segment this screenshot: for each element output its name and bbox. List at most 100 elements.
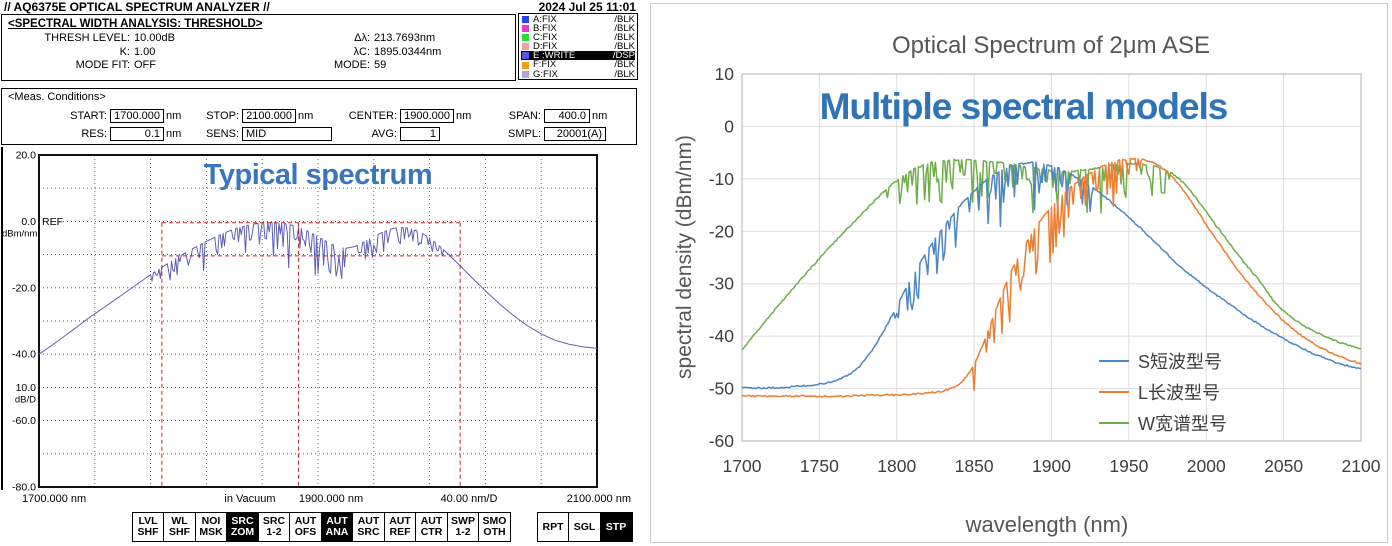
meas-field-label: SPAN: (508, 110, 541, 122)
meas-field-value[interactable]: 2100.000 (242, 109, 296, 123)
meas-field-value[interactable]: MID (242, 127, 332, 141)
trace-display-mode: /DSP (612, 50, 635, 62)
legend-line-swatch (1099, 390, 1129, 393)
osa-xaxis-label: in Vacuum (224, 493, 275, 505)
trace-color-swatch (522, 43, 529, 51)
ase-chart-plot: 10 0 -10 -20 -30 -40 -50 -60 1700 1750 1800 1850 190… (709, 64, 1381, 476)
trace-row[interactable]: G:FIX/BLK (521, 69, 635, 79)
trace-color-swatch (522, 70, 529, 78)
chart-title: Optical Spectrum of 2μm ASE (892, 32, 1210, 59)
series-1 (741, 157, 1362, 398)
osa-spectrum-plot: 20.0 0.0 -20.0 -40.0 -60.0 -80.0 REF dBm/nm 10.0… (2, 150, 631, 506)
osa-panel: // AQ6375E OPTICAL SPECTRUM ANALYZER // … (0, 0, 644, 546)
chart-ytick-label: -30 (709, 274, 735, 294)
analysis-field-label: MODE: (333, 59, 370, 71)
softkey-label-line2: ZOM (230, 526, 255, 538)
meas-conditions-box: <Meas. Conditions> START: 1700.000 nm STOP:… (1, 88, 637, 145)
softkey-src-zom[interactable]: SRC ZOM (226, 512, 259, 542)
softkey-label-line1: STP (605, 520, 627, 533)
softkey-row-sweep: RPT SGL STP (536, 512, 633, 542)
meas-field-value[interactable]: 1900.000 (400, 109, 454, 123)
typical-spectrum-annotation: Typical spectrum (203, 159, 433, 191)
trace-row[interactable]: E :WRITE/DSP (521, 50, 635, 62)
softkey-aut-src[interactable]: AUT SRC (352, 512, 385, 542)
meas-field-value[interactable]: 1 (400, 127, 440, 141)
softkey-sgl[interactable]: SGL (568, 512, 601, 542)
meas-field: CENTER: 1900.000 nm (339, 108, 471, 124)
analysis-field-label: K: (119, 45, 130, 58)
chart-annotation: Multiple spectral models (819, 86, 1229, 127)
osa-ytick-label: -20.0 (12, 282, 36, 294)
analysis-field-label: THRESH LEVEL: (44, 32, 130, 44)
trace-display-mode: /BLK (614, 23, 635, 35)
softkey-stp[interactable]: STP (599, 512, 633, 542)
chart-xtick-label: 1850 (955, 456, 994, 476)
trace-row[interactable]: C:FIX/BLK (521, 33, 635, 42)
meas-field-label: STOP: (206, 110, 239, 122)
meas-field-value[interactable]: 1700.000 (110, 109, 164, 123)
meas-field-unit: nm (456, 110, 472, 122)
softkey-row-main: LVL SHF WL SHF NOI MSK SRC ZOM SRC 1-2 AUT OFS AUT AN… (131, 512, 511, 542)
softkey-lvl-shf[interactable]: LVL SHF (131, 512, 165, 542)
osa-xaxis-label: 1900.000 nm (299, 493, 363, 505)
softkey-rpt[interactable]: RPT (536, 512, 570, 542)
osa-ytick-label: -60.0 (12, 415, 36, 427)
analysis-field-value: OFF (134, 59, 156, 71)
analysis-field-value: 1.00 (134, 45, 156, 58)
softkey-src-1-2[interactable]: SRC 1-2 (257, 512, 291, 542)
trace-color-swatch (522, 34, 529, 42)
softkey-noi-msk[interactable]: NOI MSK (194, 512, 228, 542)
softkey-aut-ana[interactable]: AUT ANA (320, 512, 354, 542)
trace-color-swatch (522, 16, 529, 24)
softkey-label-line1: SGL (573, 520, 596, 533)
meas-field: STOP: 2100.000 nm (197, 108, 313, 124)
meas-field: AVG: 1 (339, 126, 440, 142)
analysis-field-value: 1895.0344nm (374, 45, 442, 58)
trace-name: B:FIX (533, 23, 557, 35)
softkey-label-line1: SRC (262, 515, 286, 527)
trace-color-swatch (522, 61, 529, 69)
softkey-smo-oth[interactable]: SMO OTH (478, 512, 511, 542)
chart-ytick-label: 0 (724, 116, 734, 136)
softkey-aut-ref[interactable]: AUT REF (383, 512, 417, 542)
chart-plot-border (741, 73, 1362, 442)
series-0 (741, 161, 1362, 390)
softkey-label-line1: WL (171, 515, 188, 527)
meas-field-label: RES: (81, 128, 107, 140)
osa-ytick-label: -80.0 (12, 482, 36, 494)
trace-name: D:FIX (533, 41, 558, 53)
osa-plot-border (38, 154, 598, 488)
softkey-label-line2: SHF (137, 526, 159, 538)
meas-row-1: START: 1700.000 nm STOP: 2100.000 nm CENTER: 19… (2, 108, 636, 124)
softkey-aut-ofs[interactable]: AUT OFS (289, 512, 322, 542)
meas-field-label: START: (70, 110, 107, 122)
meas-field-value[interactable]: 400.0 (544, 109, 590, 123)
chart-legend: S短波型号 L长波型号 W宽谱型号 (1099, 345, 1227, 438)
chart-xtick-label: 2100 (1342, 456, 1381, 476)
chart-xtick-label: 1700 (723, 456, 762, 476)
trace-row[interactable]: A:FIX/BLK (521, 15, 635, 24)
softkey-wl-shf[interactable]: WL SHF (163, 512, 196, 542)
osa-screen-left-border (1, 147, 3, 490)
osa-datetime: 2024 Jul 25 11:01 (538, 0, 636, 14)
meas-field: SENS: MID (197, 126, 332, 142)
softkey-label-line1: SWP (451, 515, 475, 527)
softkey-label-line2: CTR (420, 526, 443, 538)
trace-row[interactable]: B:FIX/BLK (521, 24, 635, 33)
osa-ref-label: REF (42, 216, 63, 228)
trace-name: F:FIX (533, 59, 557, 71)
meas-field-label: SMPL: (507, 128, 541, 140)
meas-field-value[interactable]: 0.1 (110, 127, 164, 141)
legend-label: S短波型号 (1138, 351, 1223, 372)
legend-line-swatch (1099, 421, 1129, 424)
analysis-heading: <SPECTRAL WIDTH ANALYSIS: THRESHOLD> (8, 18, 263, 30)
softkey-swp-1-2[interactable]: SWP 1-2 (446, 512, 480, 542)
meas-field: RES: 0.1 nm (12, 126, 181, 142)
trace-row[interactable]: F:FIX/BLK (521, 59, 635, 71)
softkey-label-line2: OTH (483, 526, 506, 538)
osa-xaxis-label: 40.00 nm/D (441, 493, 498, 505)
trace-row[interactable]: D:FIX/BLK (521, 41, 635, 53)
meas-field-value[interactable]: 20001(A) (544, 127, 606, 141)
softkey-aut-ctr[interactable]: AUT CTR (415, 512, 448, 542)
osa-scale-unit: dB/D (15, 394, 36, 405)
